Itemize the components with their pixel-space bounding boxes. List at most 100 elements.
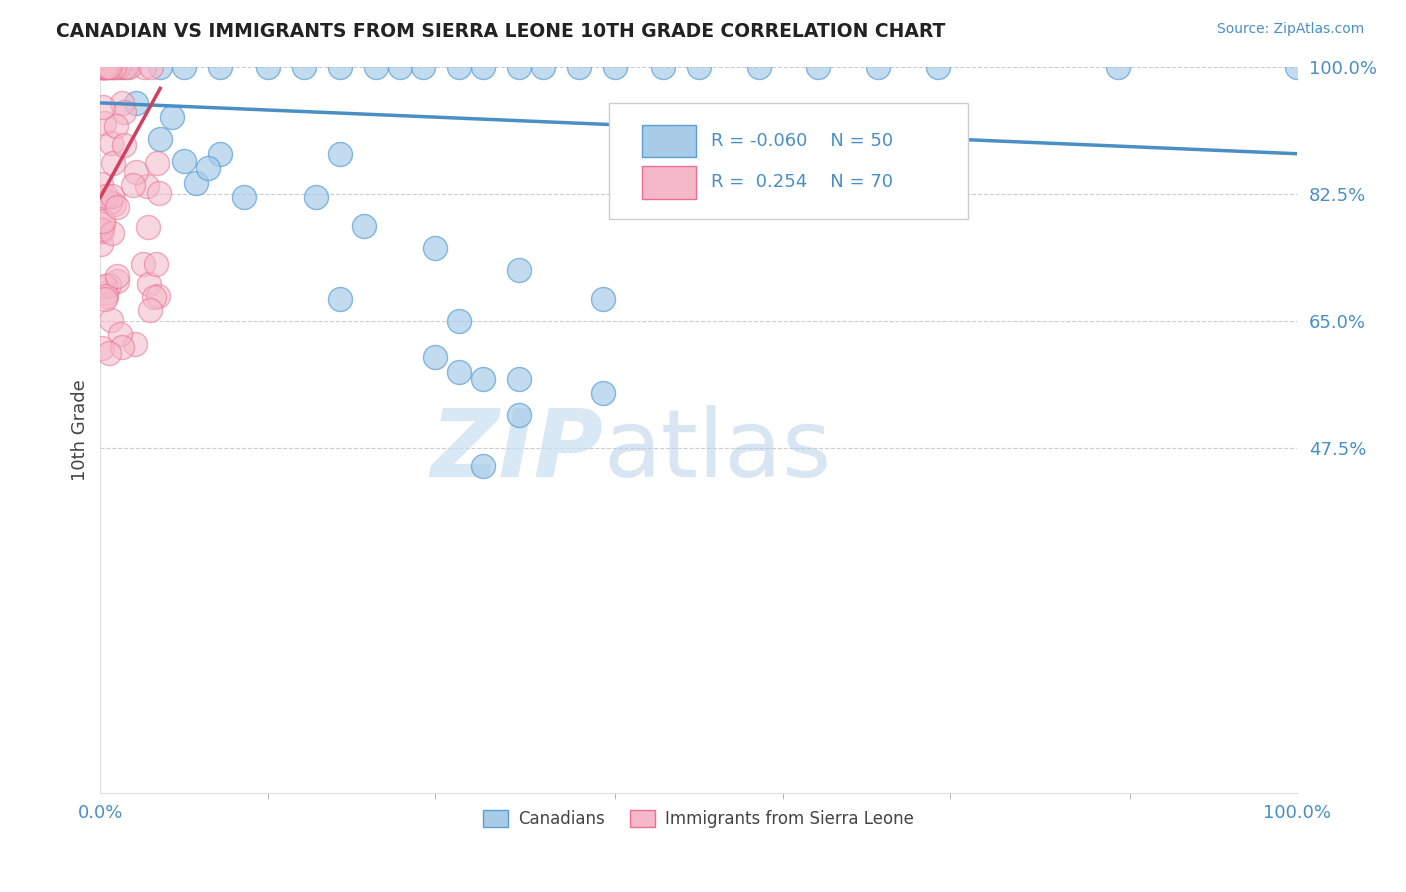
Text: R =  0.254    N = 70: R = 0.254 N = 70: [710, 173, 893, 191]
Point: [257, 60, 280, 74]
Point: [112, 105, 135, 120]
Point: [91, 60, 114, 74]
Point: [105, 274, 128, 288]
Point: [748, 60, 770, 74]
Point: [148, 186, 170, 200]
Bar: [643, 166, 696, 199]
Point: [208, 60, 231, 74]
Point: [94, 286, 117, 301]
Point: [592, 292, 614, 306]
Point: [449, 314, 471, 328]
Point: [353, 219, 375, 234]
Point: [91, 99, 114, 113]
Point: [98, 60, 121, 74]
Point: [329, 292, 352, 306]
Point: [807, 60, 830, 74]
Point: [173, 153, 195, 168]
Point: [472, 60, 495, 74]
Point: [138, 277, 160, 292]
Point: [651, 60, 673, 74]
Point: [148, 288, 170, 302]
Point: [96, 60, 118, 74]
Point: [508, 372, 530, 386]
Point: [98, 195, 121, 210]
Text: CANADIAN VS IMMIGRANTS FROM SIERRA LEONE 10TH GRADE CORRELATION CHART: CANADIAN VS IMMIGRANTS FROM SIERRA LEONE…: [56, 22, 946, 41]
Point: [305, 190, 328, 204]
Point: [107, 60, 129, 74]
Point: [94, 60, 117, 74]
Point: [142, 290, 165, 304]
Point: [90, 60, 112, 74]
Point: [90, 60, 112, 74]
Point: [91, 60, 114, 74]
Point: [90, 224, 112, 238]
Point: [472, 458, 495, 473]
Point: [1107, 60, 1129, 74]
Point: [115, 60, 138, 74]
Point: [93, 60, 115, 74]
Point: [112, 60, 135, 74]
Text: Source: ZipAtlas.com: Source: ZipAtlas.com: [1216, 22, 1364, 37]
Point: [292, 60, 315, 74]
Point: [233, 190, 256, 204]
Point: [149, 60, 172, 74]
Point: [449, 60, 471, 74]
Point: [91, 214, 114, 228]
Point: [388, 60, 411, 74]
Point: [173, 60, 195, 74]
Point: [103, 156, 125, 170]
Point: [132, 60, 155, 74]
Point: [105, 200, 128, 214]
Point: [125, 95, 148, 110]
Point: [93, 116, 115, 130]
Point: [91, 217, 114, 231]
Point: [93, 279, 115, 293]
Point: [508, 263, 530, 277]
Point: [100, 313, 122, 327]
Point: [603, 60, 626, 74]
Point: [124, 337, 146, 351]
Point: [927, 60, 949, 74]
Point: [100, 226, 122, 240]
Text: atlas: atlas: [603, 405, 831, 498]
Bar: [643, 125, 696, 157]
Point: [868, 60, 890, 74]
Point: [568, 60, 591, 74]
Point: [108, 60, 131, 74]
Point: [103, 60, 125, 74]
FancyBboxPatch shape: [609, 103, 967, 219]
Point: [112, 137, 135, 152]
Point: [508, 408, 530, 422]
Point: [91, 60, 114, 74]
Point: [111, 340, 134, 354]
Point: [412, 60, 434, 74]
Point: [160, 111, 183, 125]
Point: [97, 346, 120, 360]
Point: [472, 372, 495, 386]
Point: [197, 161, 219, 176]
Point: [184, 176, 207, 190]
Point: [145, 156, 167, 170]
Point: [329, 60, 352, 74]
Point: [132, 257, 155, 271]
Point: [100, 60, 122, 74]
Point: [90, 222, 112, 236]
Point: [449, 365, 471, 379]
Point: [121, 178, 143, 192]
Point: [118, 60, 141, 74]
Point: [97, 60, 120, 74]
Point: [94, 189, 117, 203]
Point: [94, 293, 117, 307]
Point: [145, 256, 167, 270]
Y-axis label: 10th Grade: 10th Grade: [72, 379, 89, 481]
Point: [531, 60, 554, 74]
Point: [90, 237, 112, 252]
Text: ZIP: ZIP: [430, 405, 603, 498]
Point: [91, 60, 114, 74]
Point: [105, 268, 128, 283]
Point: [364, 60, 387, 74]
Point: [208, 146, 231, 161]
Point: [108, 327, 131, 342]
Point: [149, 132, 172, 146]
Point: [111, 95, 134, 110]
